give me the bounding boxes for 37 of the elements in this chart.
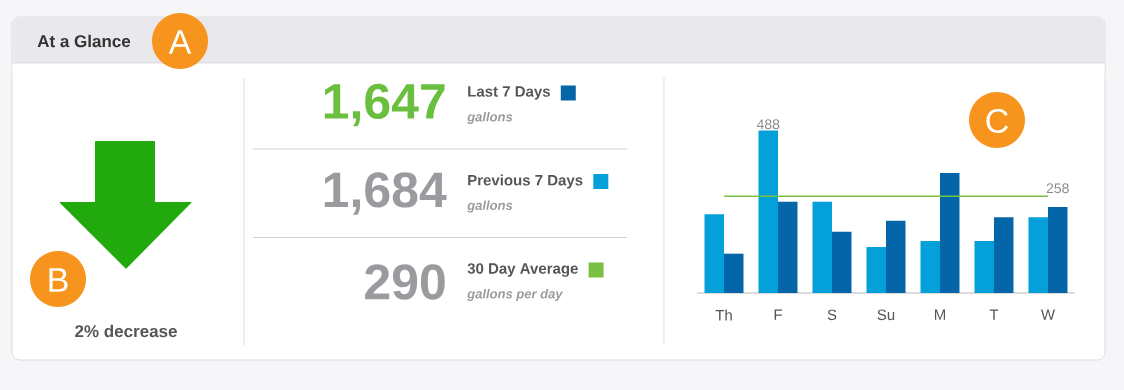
x-tick-label: S xyxy=(827,309,837,321)
x-tick-label: F xyxy=(774,309,782,320)
text: gallons xyxy=(467,200,513,213)
data-label: 488 xyxy=(756,119,780,130)
text: 290 xyxy=(365,264,445,300)
bar xyxy=(940,173,960,293)
text: gallons xyxy=(467,111,513,125)
bar xyxy=(778,201,798,293)
text: 1,684 xyxy=(324,172,447,215)
annotation: C xyxy=(986,108,1008,134)
bar xyxy=(704,214,724,293)
bar xyxy=(886,220,906,293)
text: At a Glance xyxy=(37,34,131,48)
bar xyxy=(1047,207,1068,293)
bar xyxy=(1028,217,1048,293)
legend-label: Last 7 Days xyxy=(468,86,550,100)
x-tick-label: Su xyxy=(877,309,895,321)
bar xyxy=(758,130,778,293)
text: B xyxy=(49,268,68,292)
text: gallons per day xyxy=(467,288,564,302)
text: 1,647 xyxy=(324,83,445,127)
bar xyxy=(994,217,1014,293)
x-tick-label: M xyxy=(934,309,946,320)
bar xyxy=(812,201,832,293)
legend-label: 30 Day Average xyxy=(467,263,578,277)
data-label: 258 xyxy=(1046,183,1069,194)
text: A xyxy=(168,30,192,54)
legend-label: Previous 7 Days xyxy=(468,174,583,189)
bar xyxy=(724,253,744,293)
bar xyxy=(866,247,886,293)
x-tick-label: Th xyxy=(715,309,732,321)
x-tick-label: W xyxy=(1040,309,1056,320)
bar xyxy=(832,231,852,293)
text: 2% decrease xyxy=(75,324,177,338)
bar xyxy=(974,241,994,293)
x-tick-label: T xyxy=(989,309,999,320)
bar xyxy=(920,241,940,293)
